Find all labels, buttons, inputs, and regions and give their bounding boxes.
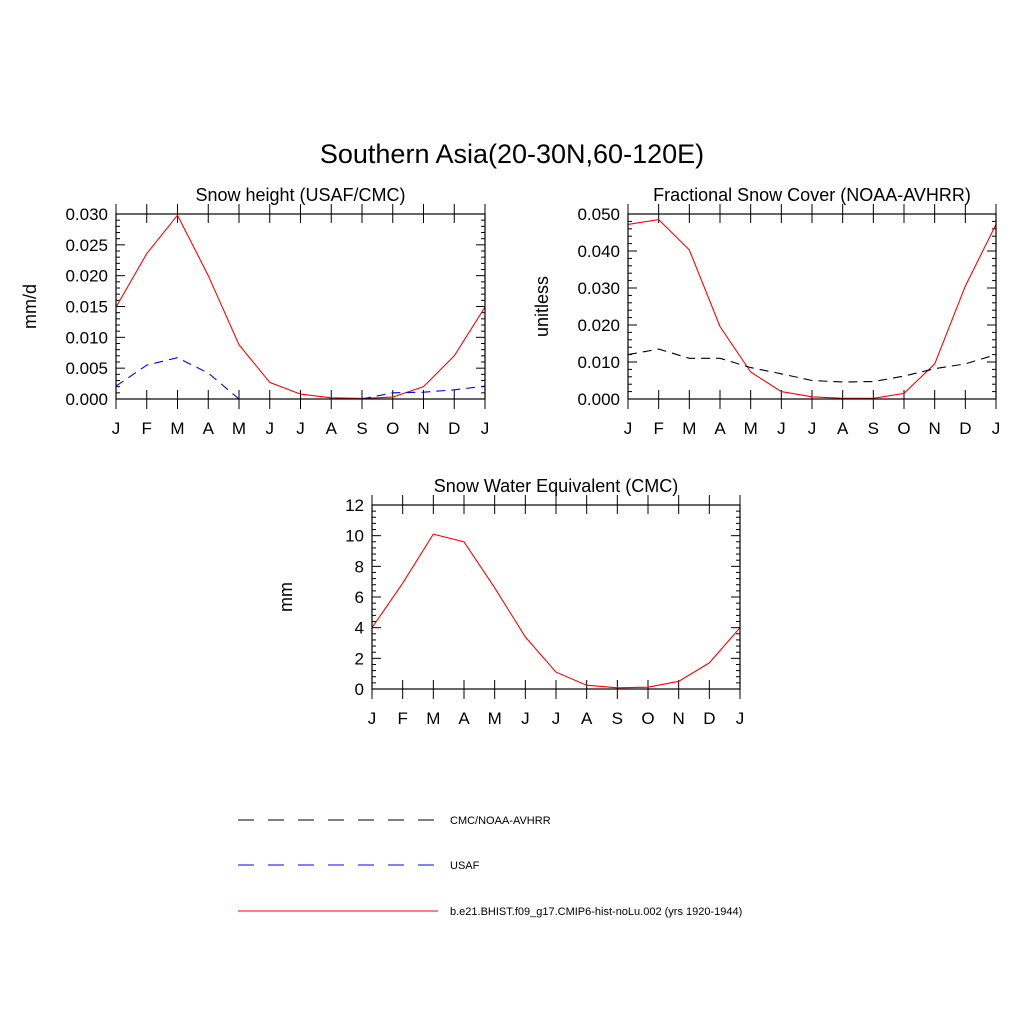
x-tick-label: O — [641, 709, 654, 728]
y-tick-label: 10 — [345, 527, 364, 546]
series-line-dashed — [627, 348, 997, 383]
y-axis-label: mm — [276, 582, 296, 612]
x-tick-label: J — [521, 709, 530, 728]
x-tick-label: S — [868, 419, 879, 438]
y-tick-label: 0 — [355, 680, 364, 699]
y-tick-label: 0.020 — [65, 267, 108, 286]
x-tick-label: J — [481, 419, 490, 438]
x-tick-label: O — [386, 419, 399, 438]
x-tick-label: N — [929, 419, 941, 438]
y-tick-label: 0.005 — [65, 359, 108, 378]
x-tick-label: M — [426, 709, 440, 728]
x-tick-label: M — [744, 419, 758, 438]
y-tick-label: 12 — [345, 496, 364, 515]
x-tick-label: A — [203, 419, 215, 438]
y-axis-label: mm/d — [20, 284, 40, 329]
x-tick-label: A — [714, 419, 726, 438]
x-tick-label: S — [612, 709, 623, 728]
x-tick-label: J — [368, 709, 377, 728]
plot-frame — [115, 213, 486, 400]
y-tick-label: 0.025 — [65, 236, 108, 255]
y-tick-label: 0.015 — [65, 298, 108, 317]
legend: CMC/NOAA-AVHRR USAF b.e21.BHIST.f09_g17.CM… — [238, 815, 742, 918]
x-tick-label: A — [581, 709, 593, 728]
y-tick-label: 0.020 — [577, 316, 620, 335]
chart-panel-1: Snow height (USAF/CMC) mm/d 0.000 0.005 0.01… — [20, 185, 489, 438]
x-tick-label: M — [170, 419, 184, 438]
y-tick-label: 0.000 — [65, 390, 108, 409]
legend-label: b.e21.BHIST.f09_g17.CMIP6-hist-noLu.002 … — [450, 906, 742, 918]
series-line-solid — [371, 533, 741, 689]
y-tick-label: 4 — [355, 619, 364, 638]
series-line-dashed — [361, 385, 486, 400]
legend-label: CMC/NOAA-AVHRR — [450, 815, 551, 827]
x-tick-label: A — [458, 709, 470, 728]
x-tick-label: F — [397, 709, 407, 728]
y-axis-label: unitless — [532, 276, 552, 337]
x-tick-label: S — [356, 419, 367, 438]
series-line-solid — [627, 219, 997, 399]
plot-frame — [627, 213, 997, 400]
y-tick-label: 0.050 — [577, 205, 620, 224]
x-tick-label: J — [266, 419, 275, 438]
y-tick-label: 6 — [355, 588, 364, 607]
y-tick-label: 0.040 — [577, 242, 620, 261]
x-tick-label: N — [417, 419, 429, 438]
panel-title: Snow Water Equivalent (CMC) — [434, 476, 678, 496]
chart-panel-3: Snow Water Equivalent (CMC) mm 0 2 4 6 8 10 12 J F… — [276, 476, 744, 728]
figure-title: Southern Asia(20-30N,60-120E) — [320, 139, 704, 169]
chart-panel-2: Fractional Snow Cover (NOAA-AVHRR) unitle… — [532, 185, 1000, 438]
series-line-dashed — [115, 357, 240, 400]
plot-frame — [371, 504, 741, 690]
x-tick-label: J — [992, 419, 1001, 438]
y-tick-label: 0.010 — [577, 353, 620, 372]
x-tick-label: O — [897, 419, 910, 438]
x-tick-label: D — [703, 709, 715, 728]
panels: Snow height (USAF/CMC) mm/d 0.000 0.005 0.01… — [20, 185, 1000, 728]
x-tick-label: J — [296, 419, 305, 438]
y-tick-label: 2 — [355, 649, 364, 668]
x-tick-label: J — [808, 419, 817, 438]
panel-title: Snow height (USAF/CMC) — [195, 185, 405, 205]
legend-label: USAF — [450, 860, 480, 872]
y-tick-label: 0.000 — [577, 390, 620, 409]
x-tick-label: M — [232, 419, 246, 438]
y-tick-label: 0.010 — [65, 328, 108, 347]
x-tick-label: J — [736, 709, 745, 728]
y-tick-label: 8 — [355, 557, 364, 576]
x-tick-label: J — [777, 419, 786, 438]
panel-title: Fractional Snow Cover (NOAA-AVHRR) — [653, 185, 971, 205]
series-line-solid — [115, 214, 486, 399]
x-tick-label: A — [326, 419, 338, 438]
x-tick-label: M — [682, 419, 696, 438]
x-tick-label: M — [488, 709, 502, 728]
x-tick-label: J — [624, 419, 633, 438]
x-tick-label: D — [959, 419, 971, 438]
x-tick-label: A — [837, 419, 849, 438]
x-tick-label: F — [653, 419, 663, 438]
x-tick-label: J — [552, 709, 561, 728]
x-tick-label: N — [673, 709, 685, 728]
x-tick-label: F — [142, 419, 152, 438]
x-tick-label: D — [448, 419, 460, 438]
x-tick-label: J — [112, 419, 121, 438]
y-tick-label: 0.030 — [65, 205, 108, 224]
y-tick-label: 0.030 — [577, 279, 620, 298]
